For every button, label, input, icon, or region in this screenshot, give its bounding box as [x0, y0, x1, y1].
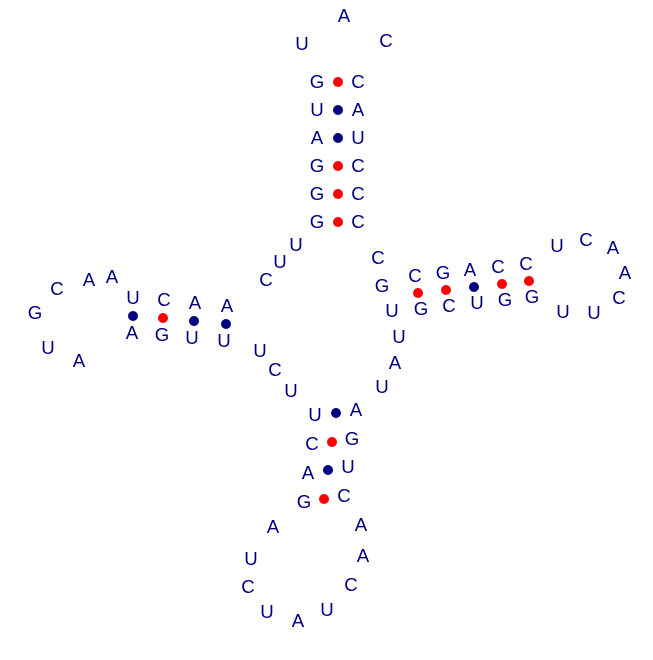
- pair-dot-gc: [319, 494, 329, 504]
- base-letter: G: [498, 289, 513, 311]
- base-letter: U: [310, 99, 323, 121]
- base-letter: C: [157, 289, 170, 311]
- base-letter: C: [442, 295, 455, 317]
- base-letter: C: [579, 229, 592, 251]
- pair-dot-gc: [524, 276, 534, 286]
- base-letter: G: [310, 155, 325, 177]
- base-letter: C: [241, 576, 254, 598]
- base-letter: A: [338, 5, 350, 27]
- base-letter: U: [556, 301, 569, 323]
- base-letter: U: [320, 599, 333, 621]
- base-letter: G: [310, 71, 325, 93]
- rna-diagram: AUCGCUAAUGCGCGCUUCCGUACGAUAUACGUAAUCUUUA…: [0, 0, 653, 660]
- base-letter: U: [351, 127, 364, 149]
- base-letter: A: [106, 266, 118, 288]
- pair-dot-gc: [158, 313, 168, 323]
- base-letter: A: [389, 352, 401, 374]
- pair-dot-au: [333, 133, 343, 143]
- base-letter: G: [345, 428, 360, 450]
- base-letter: C: [491, 256, 504, 278]
- base-letter: G: [297, 491, 312, 513]
- base-letter: A: [352, 99, 364, 121]
- base-letter: U: [385, 300, 398, 322]
- base-letter: A: [83, 269, 95, 291]
- pair-dot-gc: [441, 285, 451, 295]
- pair-dot-au: [333, 105, 343, 115]
- base-letter: A: [126, 322, 138, 344]
- base-letter: U: [126, 287, 139, 309]
- base-letter: C: [351, 183, 364, 205]
- base-letter: U: [470, 292, 483, 314]
- base-letter: G: [414, 298, 429, 320]
- base-letter: C: [612, 287, 625, 309]
- base-letter: A: [73, 350, 85, 372]
- base-letter: C: [351, 211, 364, 233]
- pair-dot-au: [189, 316, 199, 326]
- pair-dot-au: [323, 465, 333, 475]
- base-letter: C: [371, 247, 384, 269]
- base-letter: A: [267, 516, 279, 538]
- base-letter: G: [28, 302, 43, 324]
- pair-dot-gc: [333, 161, 343, 171]
- pair-dot-gc: [497, 279, 507, 289]
- base-letter: U: [41, 337, 54, 359]
- base-letter: G: [310, 211, 325, 233]
- pair-dot-gc: [327, 437, 337, 447]
- base-letter: U: [185, 327, 198, 349]
- base-letter: U: [289, 234, 302, 256]
- base-letter: G: [155, 324, 170, 346]
- base-letter: G: [310, 183, 325, 205]
- base-letter: U: [550, 235, 563, 257]
- base-letter: U: [260, 601, 273, 623]
- base-letter: C: [344, 574, 357, 596]
- base-letter: A: [355, 514, 367, 536]
- base-letter: C: [408, 265, 421, 287]
- base-letter: A: [607, 237, 619, 259]
- base-letter: C: [519, 253, 532, 275]
- base-letter: A: [189, 292, 201, 314]
- base-letter: C: [305, 433, 318, 455]
- base-letter: U: [375, 376, 388, 398]
- base-letter: A: [350, 399, 362, 421]
- base-letter: A: [464, 259, 476, 281]
- base-letter: G: [375, 275, 390, 297]
- pair-dot-au: [221, 319, 231, 329]
- base-letter: U: [392, 326, 405, 348]
- base-letter: A: [221, 295, 233, 317]
- pair-dot-gc: [333, 77, 343, 87]
- base-letter: C: [351, 71, 364, 93]
- base-letter: U: [587, 302, 600, 324]
- base-letter: C: [337, 485, 350, 507]
- base-letter: A: [619, 262, 631, 284]
- pair-dot-au: [469, 282, 479, 292]
- base-letter: C: [50, 278, 63, 300]
- pair-dot-au: [128, 311, 138, 321]
- base-letter: U: [308, 404, 321, 426]
- base-letter: U: [273, 251, 286, 273]
- pair-dot-au: [331, 408, 341, 418]
- base-letter: C: [379, 30, 392, 52]
- pair-dot-gc: [333, 189, 343, 199]
- base-letter: U: [341, 456, 354, 478]
- base-letter: C: [259, 269, 272, 291]
- base-letter: U: [284, 380, 297, 402]
- pair-dot-gc: [413, 288, 423, 298]
- base-letter: G: [525, 286, 540, 308]
- base-letter: A: [311, 127, 323, 149]
- base-letter: C: [351, 155, 364, 177]
- base-letter: A: [302, 462, 314, 484]
- base-letter: U: [253, 340, 266, 362]
- base-letter: G: [436, 262, 451, 284]
- base-letter: C: [268, 359, 281, 381]
- base-letter: U: [244, 548, 257, 570]
- pair-dot-gc: [333, 217, 343, 227]
- base-letter: U: [217, 330, 230, 352]
- base-letter: U: [295, 33, 308, 55]
- base-letter: A: [357, 545, 369, 567]
- base-letter: A: [292, 610, 304, 632]
